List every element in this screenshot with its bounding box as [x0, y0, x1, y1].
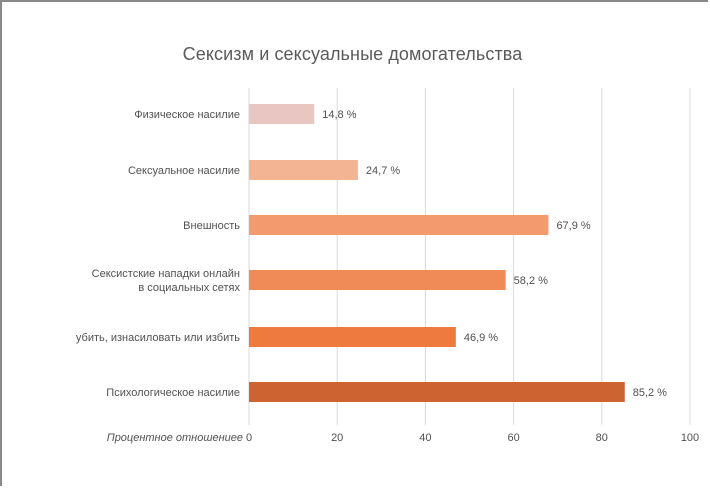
- x-tick-label: 0: [246, 432, 252, 444]
- category-label: Внешность: [183, 220, 240, 232]
- category-label: Физическое насилие: [134, 109, 240, 121]
- value-label: 58,2 %: [514, 275, 548, 287]
- x-tick-labels: 0 20 40 60 80 100: [246, 432, 699, 444]
- bar: [249, 382, 625, 402]
- category-label-line: Сексистские нападки онлайн: [92, 268, 240, 280]
- x-tick-label: 100: [681, 432, 699, 444]
- category-label: убить, изнасиловать или избить: [76, 332, 240, 344]
- category-label: Сексуальное насилие: [128, 165, 240, 177]
- value-label: 46,9 %: [464, 332, 498, 344]
- x-axis-title: Процентное отношениее: [107, 432, 243, 444]
- category-label-line: убить, изнасиловать или избить: [76, 332, 240, 344]
- value-label: 24,7 %: [366, 165, 400, 177]
- x-tick-label: 60: [507, 432, 519, 444]
- bar: [249, 160, 358, 180]
- bar: [249, 215, 549, 235]
- x-tick-label: 40: [419, 432, 431, 444]
- x-tick-label: 20: [331, 432, 343, 444]
- category-labels: Физическое насилие Сексуальное насилие Вне…: [76, 109, 241, 399]
- bar: [249, 270, 506, 290]
- chart-title: Сексизм и сексуальные домогательства: [182, 44, 523, 64]
- bar: [249, 327, 456, 347]
- gridlines: [248, 88, 691, 425]
- value-label: 67,9 %: [556, 220, 590, 232]
- category-label-line: Внешность: [183, 220, 240, 232]
- category-label-line: Сексуальное насилие: [128, 165, 240, 177]
- x-tick-label: 80: [596, 432, 608, 444]
- bars: [249, 104, 625, 402]
- category-label-line: в социальных сетях: [138, 282, 240, 294]
- value-label: 85,2 %: [633, 387, 667, 399]
- category-label: Психологическое насилие: [106, 387, 240, 399]
- bar: [249, 104, 315, 124]
- value-labels: 14,8 % 24,7 % 67,9 % 58,2 % 46,9 % 85,2 %: [322, 109, 667, 399]
- category-label: Сексистские нападки онлайн в социальных с…: [92, 268, 241, 294]
- category-label-line: Психологическое насилие: [106, 387, 240, 399]
- value-label: 14,8 %: [322, 109, 356, 121]
- category-label-line: Физическое насилие: [134, 109, 240, 121]
